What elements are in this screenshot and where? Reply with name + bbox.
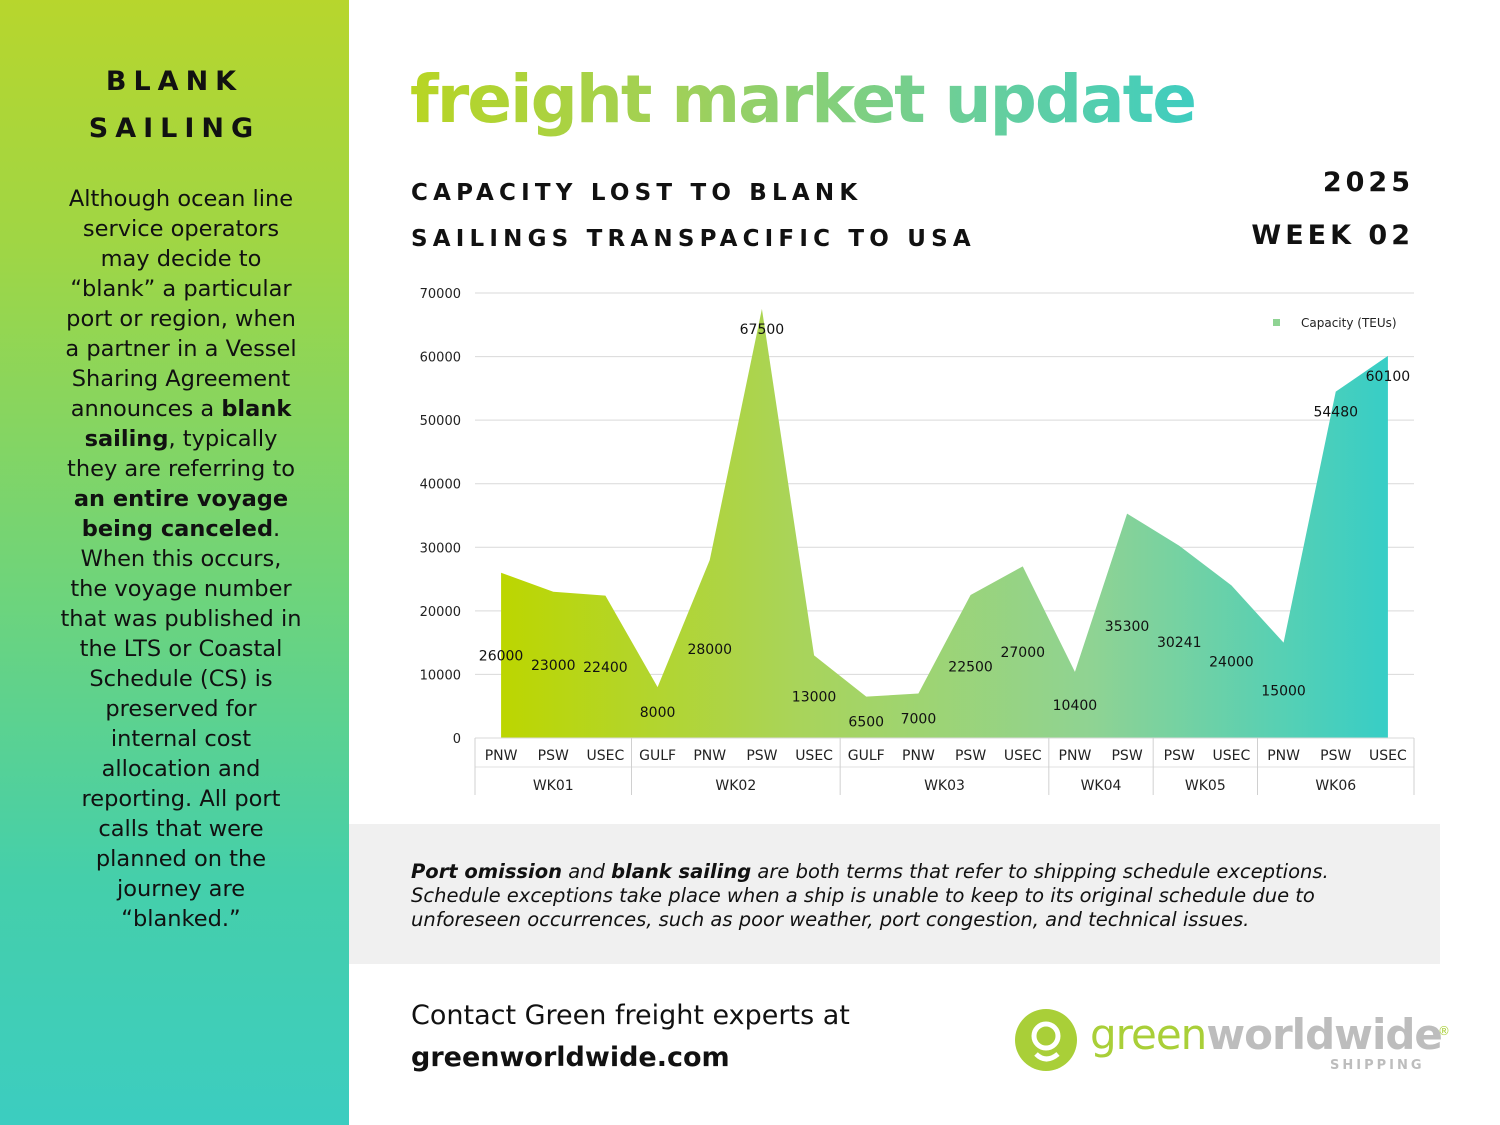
sidebar-body-text: Although ocean line service operators ma… [60,184,302,934]
x-tick-label: PSW [746,748,777,764]
data-label: 35300 [1105,619,1150,635]
data-label: 27000 [1000,645,1045,661]
legend-label: Capacity (TEUs) [1301,316,1397,330]
sidebar-title-line1: BLANK [105,66,244,97]
capacity-area-series [501,308,1388,738]
x-tick-label: PNW [1059,748,1092,764]
x-tick-label: PSW [955,748,986,764]
note-part-3: are both terms that refer to shipping sc… [411,860,1329,931]
sidebar-body-part-2: , typically they are referring to [67,426,295,482]
x-tick-label: PSW [538,748,569,764]
page-title: freight market update [410,58,1197,142]
sidebar-body-part-4: . When this occurs, the voyage number th… [60,516,302,932]
note-part-2: blank sailing [611,860,752,883]
group-label: WK04 [1081,778,1122,794]
chart-subtitle-line2: SAILINGS TRANSPACIFIC TO USA [411,226,976,252]
y-tick-label: 40000 [420,478,461,493]
globe-icon [1015,1009,1077,1071]
x-tick-label: USEC [1213,748,1251,764]
data-label: 22500 [948,659,993,675]
y-tick-label: 10000 [420,668,461,683]
data-label: 26000 [479,648,524,664]
data-label: 15000 [1261,683,1306,699]
data-label: 28000 [687,642,732,658]
sidebar: BLANK SAILING Although ocean line servic… [0,0,349,1125]
sidebar-body-part-3: an entire voyage being canceled [73,486,289,542]
group-label: WK06 [1315,778,1356,794]
website-link[interactable]: greenworldwide.com [411,1042,730,1073]
logo-registered-mark: ® [1438,1024,1450,1038]
x-tick-label: PNW [693,748,726,764]
data-label: 24000 [1209,655,1254,671]
capacity-area-chart: 0 10000 20000 30000 40000 50000 60000 70000 2600… [420,287,1415,795]
legend-swatch [1273,319,1280,326]
year-label: 2025 [1322,167,1414,198]
logo-word-worldwide: worldwide [1206,1010,1443,1059]
sidebar-title-line2: SAILING [88,113,261,144]
group-label: WK01 [533,778,574,794]
y-tick-label: 50000 [420,414,461,429]
x-tick-label: PNW [485,748,518,764]
note-part-1: and [562,860,612,883]
group-label: WK03 [924,778,965,794]
y-tick-label: 30000 [420,541,461,556]
x-tick-label: GULF [848,748,885,764]
data-label: 60100 [1366,369,1411,385]
data-label: 8000 [640,705,676,721]
sidebar-title: BLANK SAILING [0,58,349,152]
y-tick-label: 20000 [420,605,461,620]
x-tick-label: USEC [587,748,625,764]
week-label: WEEK 02 [1251,220,1414,251]
x-tick-label: GULF [639,748,676,764]
x-tick-label: PSW [1111,748,1142,764]
x-tick-label: USEC [1369,748,1407,764]
data-label: 54480 [1313,405,1358,421]
info-note-box: Port omission and blank sailing are both… [349,824,1440,964]
x-tick-label: PNW [902,748,935,764]
info-note-text: Port omission and blank sailing are both… [411,860,1411,932]
y-tick-label: 60000 [420,351,461,366]
x-tick-label: USEC [795,748,833,764]
company-logo: greenworldwide ® SHIPPING [1014,1006,1454,1078]
x-tick-label: PSW [1320,748,1351,764]
y-tick-label: 70000 [420,287,461,302]
data-label: 7000 [901,712,937,728]
logo-wordmark: greenworldwide [1090,1010,1443,1060]
x-tick-label: PNW [1267,748,1300,764]
data-label: 10400 [1053,698,1098,714]
contact-text: Contact Green freight experts at [411,1000,850,1031]
logo-word-green: green [1090,1010,1207,1059]
chart-subtitle-line1: CAPACITY LOST TO BLANK [411,180,863,206]
data-label: 67500 [740,322,785,338]
sidebar-body-part-0: Although ocean line service operators ma… [65,186,297,422]
note-part-0: Port omission [411,860,562,883]
data-label: 22400 [583,660,628,676]
group-label: WK02 [715,778,756,794]
data-label: 6500 [848,715,884,731]
x-tick-label: USEC [1004,748,1042,764]
x-tick-label: PSW [1164,748,1195,764]
y-tick-label: 0 [453,732,461,747]
data-label: 23000 [531,658,576,674]
group-label: WK05 [1185,778,1226,794]
logo-tagline: SHIPPING [1330,1058,1425,1073]
data-label: 30241 [1157,635,1202,651]
data-label: 13000 [792,690,837,706]
sidebar-body-part-1: blank sailing [84,396,292,452]
